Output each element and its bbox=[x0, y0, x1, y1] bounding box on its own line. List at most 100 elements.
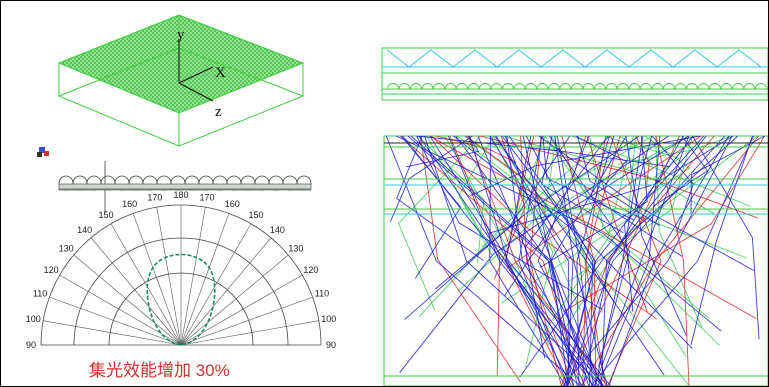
intensity-curve bbox=[146, 253, 216, 346]
polar-spoke bbox=[180, 274, 303, 346]
ray-path bbox=[582, 136, 684, 386]
ray-path bbox=[410, 136, 578, 386]
lens-bump bbox=[467, 83, 480, 90]
polar-tick-label: 90 bbox=[326, 340, 336, 350]
polar-tick-label: 180 bbox=[173, 190, 188, 200]
ray-path bbox=[563, 136, 694, 386]
ray-path bbox=[548, 136, 630, 368]
ray-path bbox=[436, 136, 517, 164]
lens-bump bbox=[398, 83, 411, 90]
ray-path bbox=[400, 136, 462, 279]
ray-path bbox=[634, 136, 653, 210]
ray-path bbox=[524, 136, 609, 359]
polar-tick-label: 170 bbox=[147, 192, 162, 202]
polar-spoke bbox=[90, 237, 182, 346]
x-axis-label: X bbox=[215, 65, 226, 81]
ray-path bbox=[489, 136, 569, 386]
lens-bump bbox=[410, 83, 422, 90]
ray-path bbox=[519, 136, 739, 378]
lens-bump bbox=[582, 83, 595, 90]
polar-tick-label: 160 bbox=[225, 199, 240, 209]
orientation-icon bbox=[37, 147, 49, 157]
ray-path bbox=[458, 136, 495, 256]
ray-path bbox=[505, 136, 583, 386]
polar-spoke bbox=[180, 237, 272, 346]
lens-bump bbox=[709, 83, 721, 90]
lens-bump bbox=[617, 83, 629, 90]
polar-spoke bbox=[180, 296, 313, 346]
ray-path bbox=[503, 136, 689, 297]
ray-path bbox=[453, 136, 693, 349]
polar-tick-label: 150 bbox=[98, 210, 113, 220]
ray-path bbox=[539, 136, 648, 268]
polar-tick-label: 130 bbox=[288, 244, 303, 254]
ray-path bbox=[608, 136, 730, 386]
polar-spoke bbox=[180, 320, 319, 346]
ray-path bbox=[417, 136, 485, 264]
lens-bump bbox=[433, 83, 445, 90]
polar-spoke bbox=[180, 223, 252, 346]
ray-path bbox=[601, 136, 707, 386]
polar-spoke bbox=[49, 296, 182, 346]
polar-tick-label: 110 bbox=[315, 289, 329, 299]
ray-path bbox=[477, 136, 586, 386]
polar-spoke bbox=[59, 274, 182, 346]
ray-path bbox=[431, 136, 658, 320]
ray-path bbox=[563, 136, 765, 312]
ray-path bbox=[429, 136, 757, 320]
ray-trace-simulation bbox=[383, 135, 768, 386]
polar-spoke bbox=[180, 207, 206, 346]
ray-path bbox=[506, 136, 604, 386]
ray-path bbox=[525, 136, 594, 386]
ray-path bbox=[448, 136, 600, 386]
ray-path bbox=[494, 136, 665, 376]
ray-path bbox=[607, 136, 662, 386]
ray-path bbox=[584, 136, 621, 386]
polar-spoke bbox=[180, 213, 230, 346]
lens-bump bbox=[502, 83, 514, 90]
ray-path bbox=[542, 136, 635, 221]
ray-path bbox=[690, 136, 765, 214]
ray-path bbox=[434, 136, 640, 290]
polar-spoke bbox=[43, 320, 182, 346]
ray-path bbox=[398, 136, 482, 312]
polar-tick-label: 170 bbox=[200, 192, 215, 202]
ray-path bbox=[455, 136, 575, 386]
polar-tick-label: 150 bbox=[248, 210, 263, 220]
lens-bump bbox=[525, 83, 537, 90]
ray-path bbox=[449, 136, 501, 376]
lens-bump bbox=[559, 83, 572, 90]
polar-spoke bbox=[110, 223, 182, 346]
ray-path bbox=[416, 136, 603, 311]
lens-bump bbox=[421, 83, 434, 90]
lens-bump bbox=[456, 83, 468, 90]
lens-bump bbox=[686, 83, 698, 90]
ray-path bbox=[396, 136, 484, 262]
lens-bump bbox=[444, 83, 457, 90]
lens-bump bbox=[605, 83, 618, 90]
ray-path bbox=[575, 136, 628, 188]
ray-path bbox=[561, 136, 597, 386]
ray-path bbox=[651, 136, 694, 233]
ray-path bbox=[529, 136, 562, 386]
lens-bump bbox=[640, 83, 652, 90]
ray-path bbox=[420, 136, 522, 383]
ray-path bbox=[625, 136, 687, 336]
lens-bump bbox=[697, 83, 710, 90]
ray-path bbox=[444, 136, 507, 247]
lens-bump bbox=[490, 83, 503, 90]
z-axis-label: z bbox=[215, 104, 222, 120]
lens-bump bbox=[513, 83, 526, 90]
ray-path bbox=[692, 136, 760, 340]
ray-path bbox=[489, 136, 566, 386]
x-axis-line bbox=[178, 66, 214, 84]
ray-path bbox=[581, 136, 760, 386]
lens-bump bbox=[479, 83, 491, 90]
ray-path bbox=[418, 136, 594, 386]
lens-bump bbox=[536, 83, 549, 90]
polar-tick-label: 120 bbox=[44, 265, 59, 275]
polar-tick-label: 100 bbox=[321, 314, 336, 324]
polar-tick-label: 160 bbox=[122, 199, 137, 209]
